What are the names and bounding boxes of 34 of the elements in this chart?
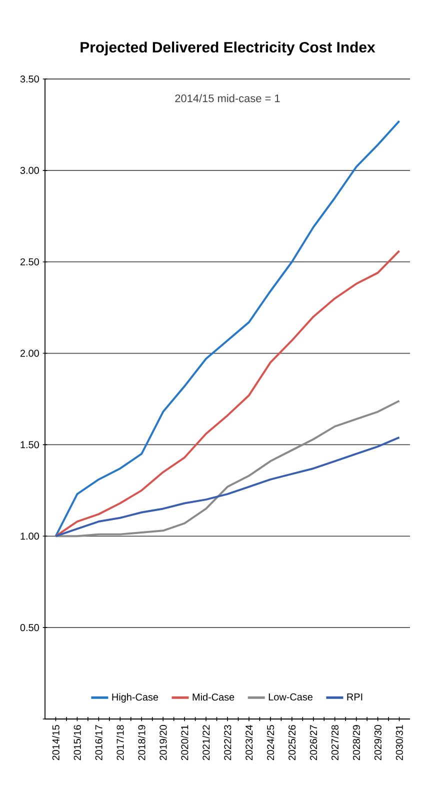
x-tick-label: 2015/16: [74, 725, 81, 760]
x-tick-label: 2016/17: [95, 725, 102, 760]
legend-label: Low-Case: [268, 693, 313, 700]
y-tick-label: 2.50: [20, 258, 39, 266]
x-tick-label: 2025/26: [288, 725, 296, 760]
x-tick-label: 2014/15: [52, 725, 60, 760]
x-tick-label: 2024/25: [266, 725, 274, 760]
line-series: [54, 250, 400, 538]
legend-label: Mid-Case: [192, 693, 234, 701]
annotation: 2014/15 mid-case = 1: [175, 94, 280, 102]
y-tick-label: 0.50: [20, 624, 39, 632]
line-series: [54, 120, 400, 538]
y-tick-label: 1.00: [20, 532, 39, 540]
x-tick-label: 2021/22: [202, 725, 210, 760]
y-tick-label: 3.00: [20, 166, 39, 174]
line-series: [54, 400, 400, 538]
x-tick-label: 2028/29: [352, 725, 360, 760]
legend-label: High-Case: [112, 693, 158, 703]
y-tick-label: 2.00: [20, 350, 39, 357]
y-tick-label: 1.50: [20, 441, 39, 448]
x-tick-label: 2017/18: [116, 725, 124, 760]
x-tick-label: 2029/30: [374, 725, 382, 760]
x-tick-label: 2027/28: [331, 725, 339, 760]
chart-title: Projected Delivered Electricity Cost Index: [80, 42, 376, 56]
x-tick-label: 2022/23: [224, 725, 232, 760]
x-tick-label: 2030/31: [396, 725, 403, 760]
legend-label: RPI: [347, 693, 362, 700]
x-tick-label: 2026/27: [310, 725, 318, 760]
x-tick-label: 2018/19: [138, 725, 146, 760]
x-tick-label: 2023/24: [245, 724, 253, 760]
y-tick-label: 3.50: [20, 75, 39, 83]
x-tick-label: 2019/20: [159, 725, 167, 760]
line-series: [54, 436, 400, 538]
x-tick-label: 2020/21: [180, 725, 188, 760]
